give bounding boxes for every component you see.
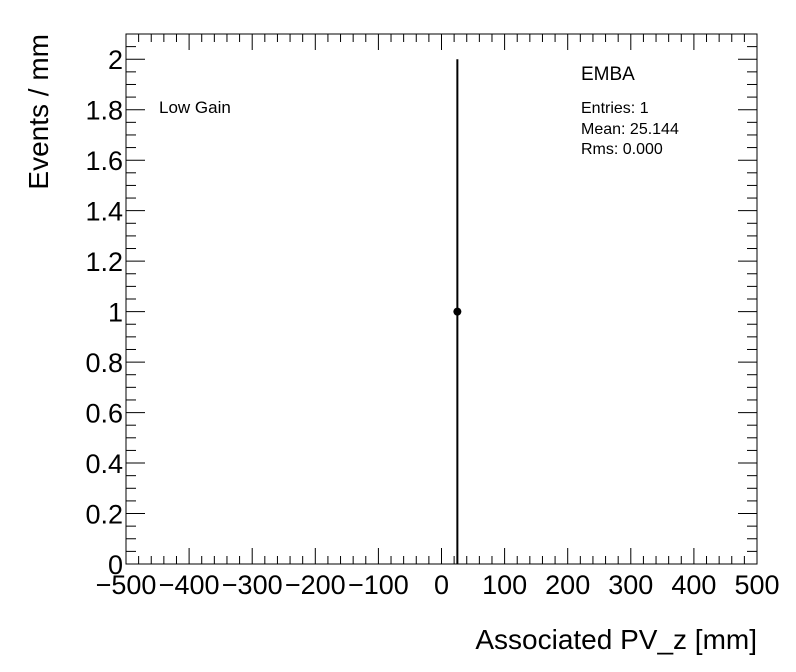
x-axis-label: Associated PV_z [mm] <box>475 624 757 655</box>
stats-title: EMBA <box>581 64 635 85</box>
x-axis-tick-labels: −500 −400 −300 −200 −100 0 100 200 300 400 500 <box>96 570 780 600</box>
y-tick-label: 1 <box>108 298 123 328</box>
x-tick-label: −300 <box>222 570 283 600</box>
stats-rms: Rms: 0.000 <box>581 141 663 158</box>
stats-mean: Mean: 25.144 <box>581 121 679 138</box>
x-axis-ticks <box>125 34 758 564</box>
x-tick-label: 400 <box>671 570 716 600</box>
data-point <box>453 307 462 316</box>
x-tick-label: −200 <box>285 570 346 600</box>
x-tick-label: 300 <box>608 570 653 600</box>
y-tick-label: 0.8 <box>85 348 123 378</box>
x-tick-label: 500 <box>734 570 779 600</box>
y-tick-label: 1.6 <box>85 146 123 176</box>
y-tick-label: 0 <box>108 550 123 580</box>
y-tick-label: 2 <box>108 45 123 75</box>
x-tick-label: −100 <box>348 570 409 600</box>
y-axis-label: Events / mm <box>23 34 54 190</box>
x-tick-label: 200 <box>545 570 590 600</box>
y-tick-label: 1.4 <box>85 197 123 227</box>
low-gain-label: Low Gain <box>159 98 231 117</box>
data-points <box>453 59 462 564</box>
x-tick-label: 0 <box>434 570 449 600</box>
y-axis-ticks <box>126 33 757 565</box>
x-tick-label: −400 <box>159 570 220 600</box>
y-tick-label: 0.4 <box>85 449 123 479</box>
y-tick-label: 1.2 <box>85 247 123 277</box>
x-tick-label: 100 <box>482 570 527 600</box>
y-tick-label: 1.8 <box>85 96 123 126</box>
y-tick-label: 0.6 <box>85 399 123 429</box>
stats-entries: Entries: 1 <box>581 100 649 117</box>
y-tick-label: 0.2 <box>85 500 123 530</box>
y-axis-tick-labels: 0 0.2 0.4 0.6 0.8 1 1.2 1.4 1.6 1.8 2 <box>85 45 123 580</box>
x-tick-label: −500 <box>96 570 157 600</box>
